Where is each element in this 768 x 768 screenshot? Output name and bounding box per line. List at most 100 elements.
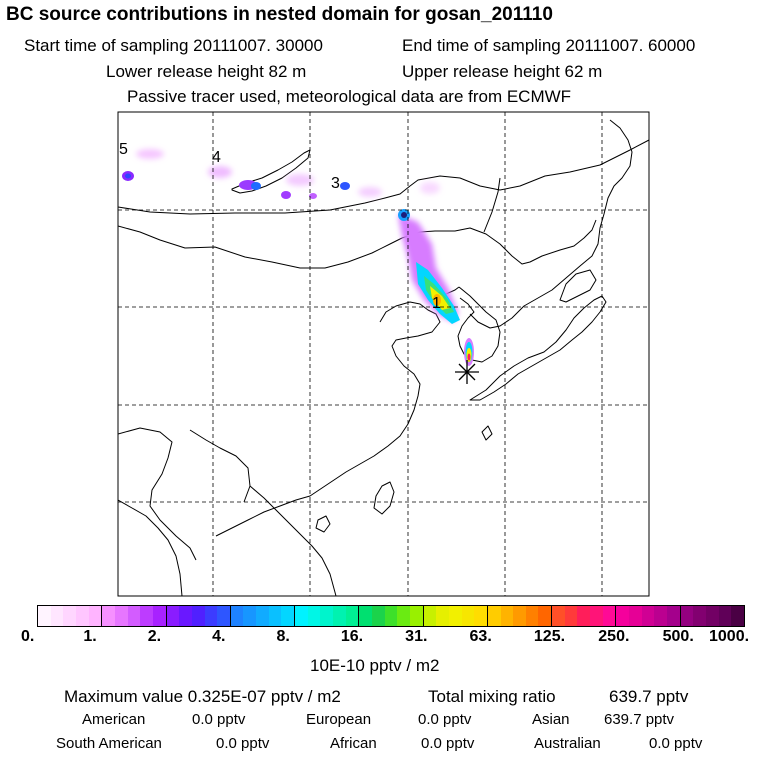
colorbar-segment xyxy=(38,606,102,626)
region-australian-value: 0.0 pptv xyxy=(649,735,703,752)
colorbar-cell xyxy=(75,606,89,626)
region-african: African xyxy=(330,735,377,752)
colorbar-cell xyxy=(552,606,565,626)
colorbar-segment xyxy=(615,606,680,626)
colorbar-cell xyxy=(217,606,230,626)
colorbar-tick-label: 16. xyxy=(340,628,364,645)
colorbar-cell xyxy=(538,606,552,626)
colorbar-cell xyxy=(243,606,257,626)
colorbar-segment xyxy=(101,606,166,626)
region-american: American xyxy=(82,711,146,728)
colorbar-tick-label: 31. xyxy=(405,628,428,645)
colorbar-cell xyxy=(667,606,680,626)
colorbar-tick-label: 8. xyxy=(276,628,290,645)
colorbar-cell xyxy=(268,606,282,626)
colorbar-cell xyxy=(230,606,244,626)
colorbar-cell xyxy=(629,606,642,626)
upper-release-label: Upper release height 62 m xyxy=(402,62,603,81)
receptor-star-icon xyxy=(455,360,479,384)
colorbar-cell xyxy=(307,606,321,626)
colorbar-cell xyxy=(152,606,166,626)
source-label-1: 1 xyxy=(432,295,441,312)
colorbar-cell xyxy=(731,606,744,626)
region-asian-value: 639.7 pptv xyxy=(604,711,675,728)
colorbar-cell xyxy=(423,606,437,626)
colorbar-cell xyxy=(281,606,295,626)
colorbar-tick-label: 125. xyxy=(533,628,566,645)
colorbar-cell xyxy=(204,606,218,626)
region-asian: Asian xyxy=(532,711,570,728)
colorbar-tick-label: 63. xyxy=(469,628,492,645)
colorbar-tick-label: 0. xyxy=(21,628,35,645)
colorbar-cell xyxy=(166,606,180,626)
start-time-label: Start time of sampling 20111007. 30000 xyxy=(24,36,323,55)
region-south-american: South American xyxy=(56,735,162,752)
colorbar-cell xyxy=(102,606,115,626)
colorbar-segment xyxy=(358,606,423,626)
colorbar-cell xyxy=(693,606,706,626)
region-european-value: 0.0 pptv xyxy=(418,711,472,728)
colorbar-cell xyxy=(513,606,526,626)
colorbar-cell xyxy=(371,606,385,626)
colorbar-cell xyxy=(654,606,668,626)
map-frame xyxy=(117,111,650,597)
colorbar-cell xyxy=(487,606,501,626)
source-label-5: 5 xyxy=(119,141,128,158)
colorbar-cell xyxy=(602,606,616,626)
max-value-label: Maximum value 0.325E-07 pptv / m2 xyxy=(64,687,341,706)
colorbar-segment xyxy=(229,606,295,626)
region-african-value: 0.0 pptv xyxy=(421,735,475,752)
colorbar xyxy=(37,605,745,627)
total-mixing-label: Total mixing ratio xyxy=(428,687,556,706)
region-south-american-value: 0.0 pptv xyxy=(216,735,270,752)
colorbar-cell xyxy=(333,606,346,626)
colorbar-cell xyxy=(256,606,269,626)
colorbar-cell xyxy=(705,606,719,626)
end-time-label: End time of sampling 20111007. 60000 xyxy=(402,36,696,55)
colorbar-cell xyxy=(616,606,630,626)
colorbar-cell xyxy=(680,606,694,626)
source-label-3: 3 xyxy=(331,175,340,192)
colorbar-cell xyxy=(448,606,462,626)
colorbar-cell xyxy=(345,606,359,626)
concentration-field xyxy=(122,149,474,366)
colorbar-tick-label: 4. xyxy=(212,628,226,645)
colorbar-cell xyxy=(474,606,487,626)
colorbar-cell xyxy=(63,606,76,626)
colorbar-cell xyxy=(127,606,141,626)
colorbar-cell xyxy=(718,606,732,626)
total-mixing-value: 639.7 pptv xyxy=(609,687,689,706)
colorbar-segment xyxy=(486,606,552,626)
colorbar-tick-label: 2. xyxy=(147,628,162,645)
colorbar-cell xyxy=(114,606,128,626)
region-australian: Australian xyxy=(534,735,601,752)
colorbar-cell xyxy=(590,606,603,626)
colorbar-cell xyxy=(577,606,591,626)
colorbar-segment xyxy=(551,606,616,626)
coastline-layer xyxy=(118,119,649,596)
lower-release-label: Lower release height 82 m xyxy=(106,62,307,81)
region-american-value: 0.0 pptv xyxy=(192,711,246,728)
colorbar-cell xyxy=(50,606,64,626)
colorbar-cell xyxy=(397,606,410,626)
colorbar-tick-label: 250. xyxy=(598,628,630,645)
colorbar-cell xyxy=(295,606,308,626)
colorbar-segment xyxy=(294,606,359,626)
colorbar-cell xyxy=(88,606,102,626)
colorbar-cell xyxy=(179,606,192,626)
colorbar-cell xyxy=(320,606,334,626)
region-european: European xyxy=(306,711,372,728)
colorbar-cell xyxy=(641,606,655,626)
colorbar-segment xyxy=(165,606,230,626)
tracer-note: Passive tracer used, meteorological data… xyxy=(127,87,572,106)
colorbar-cell xyxy=(38,606,51,626)
colorbar-cell xyxy=(436,606,449,626)
colorbar-cell xyxy=(359,606,372,626)
colorbar-tick-label: 1000. xyxy=(709,628,750,645)
units-label: 10E-10 pptv / m2 xyxy=(310,656,440,675)
colorbar-cell xyxy=(191,606,205,626)
colorbar-cell xyxy=(409,606,423,626)
colorbar-tick-label: 500. xyxy=(662,628,694,645)
colorbar-segment xyxy=(422,606,487,626)
